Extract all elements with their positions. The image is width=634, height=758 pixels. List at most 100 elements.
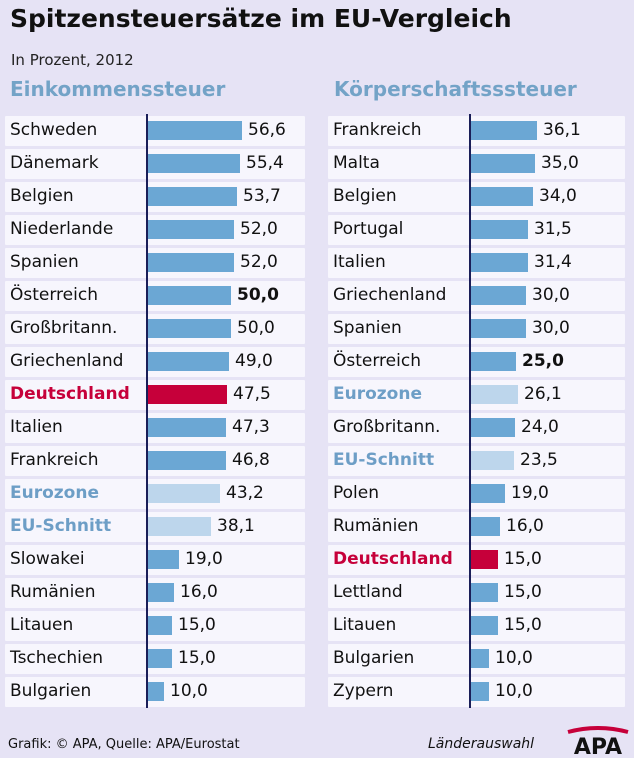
category-label: Litauen xyxy=(10,615,74,635)
category-label: Rumänien xyxy=(10,582,96,602)
category-label: EU-Schnitt xyxy=(10,516,112,536)
category-label: Belgien xyxy=(10,186,74,206)
chart-row-frankreich: Frankreich 36,1 xyxy=(328,114,625,147)
chart-row-eu-schnitt: EU-Schnitt 38,1 xyxy=(5,510,305,543)
chart-row-litauen: Litauen 15,0 xyxy=(328,609,625,642)
category-label: Lettland xyxy=(333,582,403,602)
bar-niederlande xyxy=(147,220,234,239)
category-label: Griechenland xyxy=(333,285,447,305)
value-label: 50,0 xyxy=(237,318,275,338)
chart-row-rumanien: Rumänien 16,0 xyxy=(328,510,625,543)
value-label: 15,0 xyxy=(504,615,542,635)
bar-belgien xyxy=(470,187,533,206)
value-axis-line xyxy=(146,114,148,708)
chart-row-griechenland: Griechenland 30,0 xyxy=(328,279,625,312)
value-label: 19,0 xyxy=(185,549,223,569)
bar-osterreich xyxy=(470,352,516,371)
chart-row-italien: Italien 31,4 xyxy=(328,246,625,279)
category-label: Frankreich xyxy=(10,450,99,470)
chart-row-eurozone: Eurozone 26,1 xyxy=(328,378,625,411)
bar-frankreich xyxy=(470,121,537,140)
footer-source: Grafik: © APA, Quelle: APA/Eurostat xyxy=(8,737,240,752)
chart-row-lettland: Lettland 15,0 xyxy=(328,576,625,609)
category-label: Griechenland xyxy=(10,351,124,371)
value-label: 15,0 xyxy=(504,582,542,602)
value-label: 10,0 xyxy=(495,648,533,668)
category-label: Niederlande xyxy=(10,219,114,239)
bar-grossbritann xyxy=(470,418,515,437)
value-label: 30,0 xyxy=(532,285,570,305)
value-label: 47,5 xyxy=(233,384,271,404)
bar-lettland xyxy=(470,583,498,602)
value-label: 15,0 xyxy=(178,648,216,668)
category-label: Eurozone xyxy=(333,384,422,404)
category-label: Dänemark xyxy=(10,153,99,173)
chart-row-deutschland: Deutschland 15,0 xyxy=(328,543,625,576)
category-label: Bulgarien xyxy=(10,681,92,701)
chart-row-slowakei: Slowakei 19,0 xyxy=(5,543,305,576)
chart-row-malta: Malta 35,0 xyxy=(328,147,625,180)
value-label: 50,0 xyxy=(237,285,279,305)
category-label: Großbritann. xyxy=(10,318,118,338)
bar-italien xyxy=(470,253,528,272)
chart-row-griechenland: Griechenland 49,0 xyxy=(5,345,305,378)
chart-row-zypern: Zypern 10,0 xyxy=(328,675,625,708)
bar-eu-schnitt xyxy=(470,451,514,470)
bar-litauen xyxy=(147,616,172,635)
value-label: 10,0 xyxy=(170,681,208,701)
bar-deutschland xyxy=(470,550,498,569)
category-label: Bulgarien xyxy=(333,648,415,668)
category-label: Spanien xyxy=(333,318,402,338)
chart-row-deutschland: Deutschland 47,5 xyxy=(5,378,305,411)
category-label: Zypern xyxy=(333,681,394,701)
category-label: Rumänien xyxy=(333,516,419,536)
value-label: 30,0 xyxy=(532,318,570,338)
chart-row-frankreich: Frankreich 46,8 xyxy=(5,444,305,477)
bar-litauen xyxy=(470,616,498,635)
panel-title-income-tax: Einkommenssteuer xyxy=(10,77,226,101)
value-label: 10,0 xyxy=(495,681,533,701)
chart-row-grossbritann: Großbritann. 50,0 xyxy=(5,312,305,345)
chart-row-polen: Polen 19,0 xyxy=(328,477,625,510)
value-label: 31,4 xyxy=(534,252,572,272)
category-label: EU-Schnitt xyxy=(333,450,435,470)
value-label: 35,0 xyxy=(541,153,579,173)
category-label: Tschechien xyxy=(10,648,104,668)
value-label: 46,8 xyxy=(232,450,270,470)
bar-tschechien xyxy=(147,649,172,668)
bar-bulgarien xyxy=(470,649,489,668)
bar-osterreich xyxy=(147,286,231,305)
value-axis-line xyxy=(469,114,471,708)
category-label: Frankreich xyxy=(333,120,422,140)
bar-italien xyxy=(147,418,226,437)
income-tax-chart: Schweden 56,6 Dänemark 55,4 Belgien 53,7 Niede… xyxy=(5,114,305,708)
category-label: Italien xyxy=(333,252,386,272)
value-label: 56,6 xyxy=(248,120,286,140)
value-label: 15,0 xyxy=(178,615,216,635)
bar-bulgarien xyxy=(147,682,164,701)
chart-row-tschechien: Tschechien 15,0 xyxy=(5,642,305,675)
category-label: Österreich xyxy=(10,285,98,305)
category-label: Portugal xyxy=(333,219,404,239)
chart-row-eurozone: Eurozone 43,2 xyxy=(5,477,305,510)
corporate-tax-chart: Frankreich 36,1 Malta 35,0 Belgien 34,0 Portug… xyxy=(328,114,625,708)
bar-spanien xyxy=(470,319,526,338)
value-label: 52,0 xyxy=(240,252,278,272)
category-label: Deutschland xyxy=(333,549,453,569)
value-label: 34,0 xyxy=(539,186,577,206)
chart-row-belgien: Belgien 34,0 xyxy=(328,180,625,213)
value-label: 25,0 xyxy=(522,351,564,371)
category-label: Österreich xyxy=(333,351,421,371)
bar-eurozone xyxy=(470,385,518,404)
bar-zypern xyxy=(470,682,489,701)
category-label: Schweden xyxy=(10,120,98,140)
bar-rumanien xyxy=(147,583,174,602)
value-label: 16,0 xyxy=(506,516,544,536)
category-label: Spanien xyxy=(10,252,79,272)
chart-row-schweden: Schweden 56,6 xyxy=(5,114,305,147)
value-label: 52,0 xyxy=(240,219,278,239)
bar-slowakei xyxy=(147,550,179,569)
value-label: 47,3 xyxy=(232,417,270,437)
value-label: 26,1 xyxy=(524,384,562,404)
bar-griechenland xyxy=(147,352,229,371)
